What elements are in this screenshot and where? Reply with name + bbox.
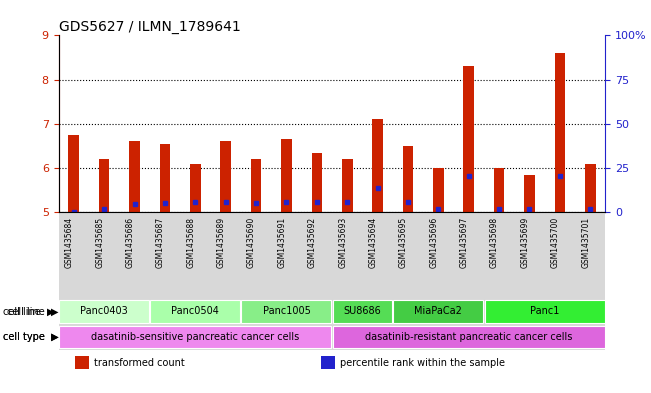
Bar — [555, 53, 565, 212]
Text: GSM1435691: GSM1435691 — [277, 217, 286, 268]
Bar — [251, 159, 262, 212]
Bar — [585, 163, 596, 212]
Bar — [333, 325, 605, 349]
Text: Panc1: Panc1 — [530, 307, 559, 316]
Text: SU8686: SU8686 — [344, 307, 381, 316]
Text: percentile rank within the sample: percentile rank within the sample — [340, 358, 505, 367]
Bar — [342, 159, 353, 212]
Text: GSM1435686: GSM1435686 — [126, 217, 135, 268]
Text: transformed count: transformed count — [94, 358, 185, 367]
Text: MiaPaCa2: MiaPaCa2 — [415, 307, 462, 316]
Text: GSM1435701: GSM1435701 — [581, 217, 590, 268]
Text: GSM1435690: GSM1435690 — [247, 217, 256, 268]
Text: GSM1435699: GSM1435699 — [521, 217, 529, 268]
Bar — [402, 146, 413, 212]
Bar — [372, 119, 383, 212]
Text: GSM1435688: GSM1435688 — [186, 217, 195, 268]
Bar — [59, 300, 149, 323]
Text: GSM1435692: GSM1435692 — [308, 217, 317, 268]
Bar — [129, 141, 140, 212]
Bar — [99, 159, 109, 212]
Text: GSM1435684: GSM1435684 — [65, 217, 74, 268]
Text: dasatinib-sensitive pancreatic cancer cells: dasatinib-sensitive pancreatic cancer ce… — [91, 332, 299, 342]
Bar — [464, 66, 474, 212]
Text: Panc0504: Panc0504 — [171, 307, 219, 316]
Bar — [281, 139, 292, 212]
Bar — [220, 141, 231, 212]
Bar — [312, 152, 322, 212]
Bar — [190, 163, 201, 212]
Text: cell type  ▶: cell type ▶ — [3, 332, 59, 342]
Bar — [333, 300, 392, 323]
Bar — [150, 300, 240, 323]
Bar — [393, 300, 483, 323]
Bar — [524, 174, 535, 212]
Text: GDS5627 / ILMN_1789641: GDS5627 / ILMN_1789641 — [59, 20, 240, 34]
Text: GSM1435695: GSM1435695 — [399, 217, 408, 268]
Bar — [75, 356, 89, 369]
Bar — [242, 300, 331, 323]
Text: GSM1435697: GSM1435697 — [460, 217, 469, 268]
Text: GSM1435698: GSM1435698 — [490, 217, 499, 268]
Bar — [433, 168, 444, 212]
Bar — [59, 325, 331, 349]
Bar — [493, 168, 505, 212]
Bar — [484, 300, 605, 323]
Text: GSM1435696: GSM1435696 — [430, 217, 438, 268]
Text: GSM1435693: GSM1435693 — [339, 217, 347, 268]
Text: cell line  ▶: cell line ▶ — [7, 307, 59, 316]
Text: Panc0403: Panc0403 — [80, 307, 128, 316]
Text: GSM1435689: GSM1435689 — [217, 217, 226, 268]
Text: dasatinib-resistant pancreatic cancer cells: dasatinib-resistant pancreatic cancer ce… — [365, 332, 572, 342]
Text: GSM1435687: GSM1435687 — [156, 217, 165, 268]
Text: GSM1435694: GSM1435694 — [368, 217, 378, 268]
Text: cell type  ▶: cell type ▶ — [3, 332, 59, 342]
Text: GSM1435700: GSM1435700 — [551, 217, 560, 268]
Text: cell line  ▶: cell line ▶ — [3, 307, 55, 316]
Bar — [321, 356, 335, 369]
Bar — [68, 135, 79, 212]
Text: GSM1435685: GSM1435685 — [95, 217, 104, 268]
Text: Panc1005: Panc1005 — [262, 307, 311, 316]
Bar — [159, 144, 171, 212]
